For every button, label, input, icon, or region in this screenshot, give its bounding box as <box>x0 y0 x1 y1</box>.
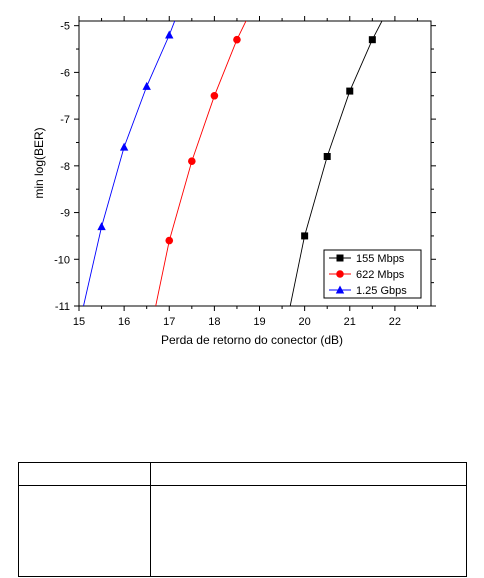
x-tick-label: 17 <box>163 316 175 328</box>
legend: 155 Mbps 622 Mbps 1.25 Gbps <box>323 249 422 299</box>
data-point <box>368 36 376 44</box>
legend-label: 622 Mbps <box>356 269 405 281</box>
table-cell <box>150 485 467 577</box>
legend-marker <box>336 270 344 278</box>
table-cell <box>18 485 151 577</box>
y-tick-label: -7 <box>60 114 70 126</box>
data-point <box>165 236 174 245</box>
y-tick-label: -11 <box>55 301 70 313</box>
data-point <box>323 152 331 160</box>
series-line-3 <box>83 21 176 306</box>
data-point <box>188 157 196 165</box>
x-axis-title: Perda de retorno do conector (dB) <box>161 333 343 347</box>
y-tick-label: -6 <box>60 67 70 79</box>
legend-marker <box>335 285 345 294</box>
legend-label: 155 Mbps <box>356 253 405 265</box>
y-axis-title: min log(BER) <box>32 127 46 198</box>
y-tick-label: -5 <box>60 21 70 33</box>
data-point <box>210 91 219 100</box>
y-tick-label: -9 <box>60 208 70 220</box>
table-cell <box>18 461 151 487</box>
table-row <box>18 485 467 577</box>
x-tick-label: 18 <box>208 316 220 328</box>
x-tick-label: 16 <box>118 316 130 328</box>
data-point <box>233 35 241 44</box>
y-tick-label: -8 <box>60 161 70 173</box>
tick-labels: 15 16 17 18 19 20 21 22 -11 -10 -9 -8 -7 -6 -5 <box>54 21 401 328</box>
table-cell <box>150 461 467 487</box>
data-point <box>97 222 106 231</box>
y-tick-label: -10 <box>54 254 70 266</box>
plot-frame <box>78 20 432 307</box>
x-tick-label: 20 <box>299 316 311 328</box>
series-markers <box>97 30 376 245</box>
legend-marker <box>336 254 344 262</box>
empty-table <box>18 461 467 577</box>
x-tick-label: 21 <box>344 316 356 328</box>
data-point <box>119 142 129 151</box>
x-tick-label: 22 <box>389 316 401 328</box>
ber-chart: 15 16 17 18 19 20 21 22 -11 -10 -9 -8 -7 -6 -5 Perda d… <box>32 16 436 347</box>
data-point <box>346 87 354 95</box>
data-point <box>165 30 174 39</box>
series-line-2 <box>155 21 247 306</box>
series-line-1 <box>289 21 383 306</box>
data-point <box>142 81 151 90</box>
table-header-row <box>18 461 467 487</box>
x-tick-label: 15 <box>73 316 85 328</box>
legend-label: 1.25 Gbps <box>356 285 407 297</box>
x-tick-label: 19 <box>253 316 265 328</box>
series-curves <box>83 21 383 306</box>
axis-ticks <box>74 16 436 311</box>
data-point <box>301 232 309 240</box>
